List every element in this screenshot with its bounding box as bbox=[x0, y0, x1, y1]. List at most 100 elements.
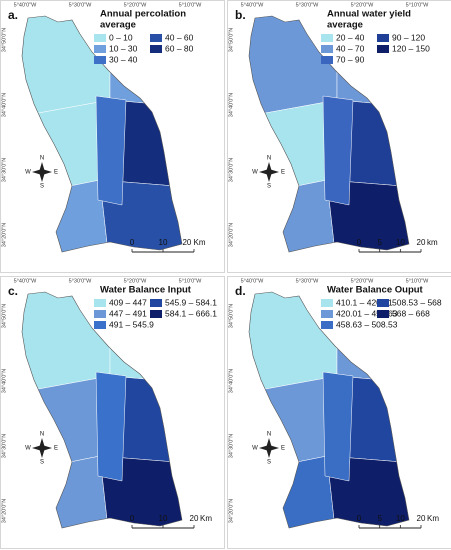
legend-swatch bbox=[150, 45, 162, 53]
compass-rose bbox=[259, 445, 279, 451]
legend-swatch bbox=[94, 310, 106, 318]
compass-rose bbox=[32, 445, 52, 451]
legend-label: 120 – 150 bbox=[392, 43, 430, 53]
compass-letter: N bbox=[40, 432, 44, 438]
longitude-label: 5°40'0"W bbox=[14, 2, 37, 8]
latitude-label: 34°30'0"N bbox=[1, 158, 7, 182]
sub-basin bbox=[95, 371, 127, 482]
compass-letter: E bbox=[54, 446, 58, 452]
sub-basin bbox=[322, 95, 354, 206]
scale-label: 10 bbox=[159, 514, 168, 523]
latitude-label: 34°50'0"N bbox=[1, 28, 7, 52]
compass-letter: N bbox=[267, 432, 271, 438]
latitude-label: 34°30'0"N bbox=[1, 434, 7, 458]
legend-swatch bbox=[377, 45, 389, 53]
legend-label: 545.9 – 584.1 bbox=[165, 297, 217, 307]
map-panel: 5°40'0"W 5°30'0"W 5°20'0"W 5°10'0"W 34°50'0"… bbox=[227, 276, 451, 549]
latitude-label: 34°40'0"N bbox=[228, 369, 234, 393]
latitude-label: 34°50'0"N bbox=[1, 304, 7, 328]
legend-label: 30 – 40 bbox=[109, 54, 138, 64]
compass-letter: S bbox=[267, 184, 271, 190]
compass-letter: S bbox=[40, 184, 44, 190]
legend-label: 40 – 60 bbox=[165, 32, 194, 42]
compass-letter: E bbox=[281, 170, 285, 176]
legend-label: 491 – 545.9 bbox=[109, 319, 154, 329]
latitude-label: 34°50'0"N bbox=[228, 304, 234, 328]
compass-letter: N bbox=[40, 156, 44, 162]
scale-label: 0 bbox=[357, 238, 362, 247]
map-panel: 5°40'0"W 5°30'0"W 5°20'0"W 5°10'0"W 34°50'0"… bbox=[0, 276, 225, 549]
scale-label: 5 bbox=[377, 514, 382, 523]
scale-label: 10 bbox=[159, 238, 168, 247]
legend-label: 0 – 10 bbox=[109, 32, 133, 42]
scale-label: 10 bbox=[396, 238, 405, 247]
longitude-label: 5°20'0"W bbox=[124, 2, 147, 8]
compass-letter: E bbox=[281, 446, 285, 452]
legend-swatch bbox=[150, 310, 162, 318]
longitude-label: 5°30'0"W bbox=[296, 2, 319, 8]
legend-swatch bbox=[94, 45, 106, 53]
scale-label: km bbox=[427, 238, 438, 247]
compass-rose bbox=[259, 169, 279, 175]
longitude-label: 5°40'0"W bbox=[241, 2, 264, 8]
latitude-label: 34°30'0"N bbox=[228, 434, 234, 458]
panel-label: b. bbox=[235, 8, 246, 22]
longitude-label: 5°10'0"W bbox=[179, 2, 202, 8]
legend-swatch bbox=[150, 34, 162, 42]
scale-label: 20 bbox=[417, 238, 426, 247]
longitude-label: 5°10'0"W bbox=[406, 278, 429, 284]
legend-label: 20 – 40 bbox=[336, 32, 365, 42]
longitude-label: 5°30'0"W bbox=[296, 278, 319, 284]
compass-letter: W bbox=[252, 446, 258, 452]
legend-label: 70 – 90 bbox=[336, 54, 365, 64]
watershed-outline bbox=[21, 15, 183, 253]
legend-swatch bbox=[94, 299, 106, 307]
latitude-label: 34°40'0"N bbox=[1, 93, 7, 117]
legend-swatch bbox=[377, 310, 389, 318]
sub-basin bbox=[95, 95, 127, 206]
panel-label: a. bbox=[8, 8, 18, 22]
latitude-label: 34°20'0"N bbox=[1, 499, 7, 523]
latitude-label: 34°40'0"N bbox=[1, 369, 7, 393]
legend-label: 409 – 447 bbox=[109, 297, 147, 307]
compass-letter: N bbox=[267, 156, 271, 162]
scale-label: 0 bbox=[130, 514, 135, 523]
watershed-outline bbox=[21, 291, 183, 529]
longitude-label: 5°30'0"W bbox=[69, 2, 92, 8]
legend-title: Annual percolation bbox=[100, 9, 186, 20]
legend-label: 458.63 – 508.53 bbox=[336, 319, 398, 329]
legend-label: 447 – 491 bbox=[109, 308, 147, 318]
legend-swatch bbox=[377, 299, 389, 307]
legend-swatch bbox=[321, 310, 333, 318]
legend-swatch bbox=[150, 299, 162, 307]
legend-label: 410.1 – 420.01 bbox=[336, 297, 393, 307]
longitude-label: 5°40'0"W bbox=[14, 278, 37, 284]
legend-title: average bbox=[100, 20, 136, 31]
longitude-label: 5°20'0"W bbox=[124, 278, 147, 284]
longitude-label: 5°40'0"W bbox=[241, 278, 264, 284]
compass-letter: W bbox=[25, 446, 31, 452]
legend-label: 90 – 120 bbox=[392, 32, 425, 42]
latitude-label: 34°50'0"N bbox=[228, 28, 234, 52]
longitude-label: 5°20'0"W bbox=[351, 278, 374, 284]
map-panel: 5°40'0"W 5°30'0"W 5°20'0"W 5°10'0"W 34°50'0"… bbox=[0, 0, 225, 273]
legend-swatch bbox=[94, 321, 106, 329]
compass-letter: W bbox=[252, 170, 258, 176]
compass-letter: W bbox=[25, 170, 31, 176]
legend-label: 568 – 668 bbox=[392, 308, 430, 318]
legend-label: 60 – 80 bbox=[165, 43, 194, 53]
scale-label: Km bbox=[427, 514, 439, 523]
compass-letter: E bbox=[54, 170, 58, 176]
latitude-label: 34°20'0"N bbox=[228, 223, 234, 247]
legend-swatch bbox=[321, 34, 333, 42]
legend-swatch bbox=[321, 299, 333, 307]
sub-basin bbox=[322, 371, 354, 482]
scale-label: 20 Km bbox=[182, 238, 205, 247]
legend-swatch bbox=[94, 34, 106, 42]
legend-swatch bbox=[377, 34, 389, 42]
scale-label: Km bbox=[200, 514, 212, 523]
scale-label: 0 bbox=[130, 238, 135, 247]
legend-label: 420.01 – 458.63 bbox=[336, 308, 398, 318]
watershed-outline bbox=[248, 15, 410, 253]
